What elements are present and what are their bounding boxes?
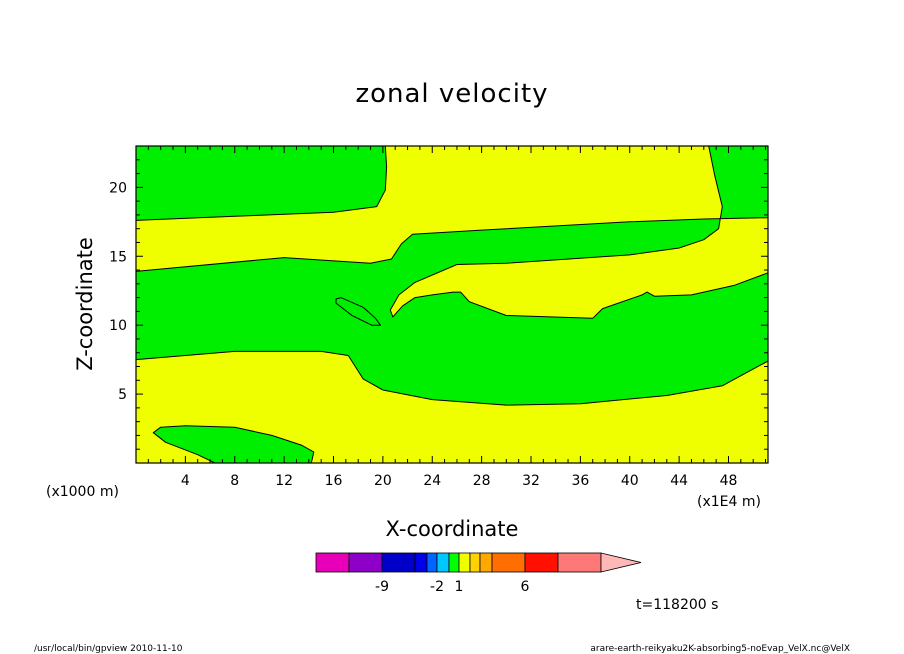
colorbar-box	[348, 552, 383, 573]
y-tick-label: 20	[109, 180, 127, 196]
x-tick-label: 28	[473, 473, 491, 489]
x-tick-label: 36	[571, 473, 589, 489]
colorbar-box	[448, 552, 460, 573]
colorbar-box	[524, 552, 559, 573]
colorbar-box	[414, 552, 428, 573]
colorbar-box	[491, 552, 526, 573]
colorbar-box	[426, 552, 438, 573]
footer-left: /usr/local/bin/gpview 2010-11-10	[34, 644, 183, 654]
chart-title: zonal velocity	[355, 79, 548, 109]
x-tick-label: 12	[275, 473, 293, 489]
colorbar-box	[381, 552, 416, 573]
contour-region-3	[335, 297, 381, 326]
x-tick-label: 24	[423, 473, 441, 489]
x-tick-label: 32	[522, 473, 540, 489]
colorbar-label: -9	[375, 579, 389, 595]
contour-region-1	[135, 145, 388, 221]
x-tick-label: 8	[230, 473, 239, 489]
plot-frame	[135, 145, 769, 464]
colorbar: -9 -2 1 6	[315, 552, 642, 595]
contour-region-2	[135, 145, 769, 406]
y-tick-label: 15	[109, 249, 127, 265]
colorbar-box	[436, 552, 450, 573]
contour-region-4	[152, 425, 315, 464]
colorbar-label: -2	[430, 579, 444, 595]
y-axis-label: Z-coordinate	[73, 237, 97, 371]
x-tick-label: 16	[325, 473, 343, 489]
colorbar-box	[479, 552, 493, 573]
footer-right: arare-earth-reikyaku2K-absorbing5-noEvap…	[590, 644, 850, 654]
y-tick-label: 10	[109, 318, 127, 334]
y-tick-label: 5	[118, 387, 127, 403]
x-unit-label: (x1E4 m)	[697, 494, 761, 510]
colorbar-box	[458, 552, 471, 573]
x-tick-label: 4	[181, 473, 190, 489]
colorbar-label: 6	[521, 579, 530, 595]
x-tick-label: 48	[720, 473, 738, 489]
colorbar-box	[557, 552, 602, 573]
colorbar-box	[315, 552, 350, 573]
colorbar-label: 1	[455, 579, 464, 595]
x-tick-label: 44	[670, 473, 688, 489]
x-axis-label: X-coordinate	[386, 517, 519, 541]
x-tick-label: 40	[621, 473, 639, 489]
colorbar-box	[469, 552, 481, 573]
time-label: t=118200 s	[636, 597, 718, 613]
y-unit-label: (x1000 m)	[46, 484, 119, 500]
colorbar-arrow	[600, 552, 642, 573]
x-tick-label: 20	[374, 473, 392, 489]
